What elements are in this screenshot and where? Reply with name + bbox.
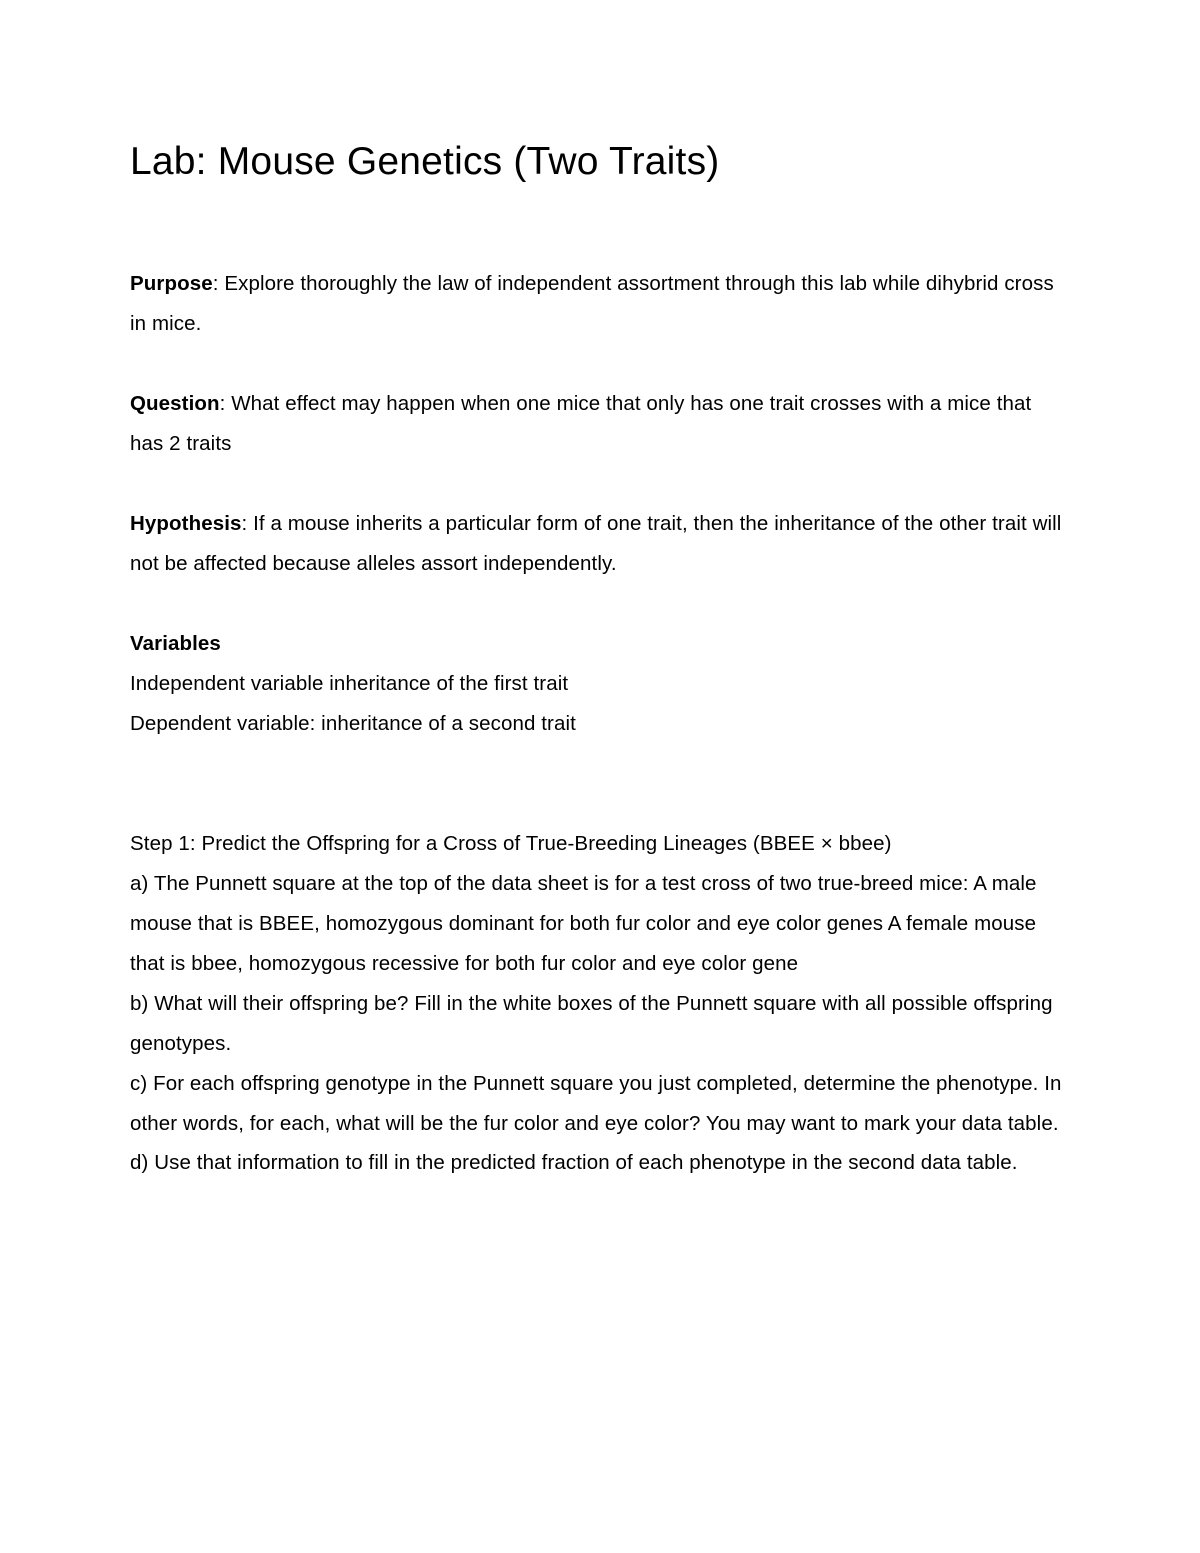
purpose-label: Purpose: [130, 272, 213, 295]
variables-label: Variables: [130, 632, 221, 655]
step1-item-d: d) Use that information to fill in the p…: [130, 1143, 1070, 1183]
question-paragraph: Question: What effect may happen when on…: [130, 384, 1070, 464]
hypothesis-text: : If a mouse inherits a particular form …: [130, 512, 1061, 575]
step1-block: Step 1: Predict the Offspring for a Cros…: [130, 824, 1070, 1184]
hypothesis-paragraph: Hypothesis: If a mouse inherits a partic…: [130, 504, 1070, 584]
purpose-text: : Explore thoroughly the law of independ…: [130, 272, 1054, 335]
question-label: Question: [130, 392, 220, 415]
hypothesis-label: Hypothesis: [130, 512, 242, 535]
variables-block: Variables Independent variable inheritan…: [130, 624, 1070, 744]
step1-heading: Step 1: Predict the Offspring for a Cros…: [130, 824, 1070, 864]
purpose-paragraph: Purpose: Explore thoroughly the law of i…: [130, 264, 1070, 344]
page-title: Lab: Mouse Genetics (Two Traits): [130, 140, 1070, 184]
step1-item-c: c) For each offspring genotype in the Pu…: [130, 1064, 1070, 1144]
document-page: Lab: Mouse Genetics (Two Traits) Purpose…: [0, 0, 1200, 1553]
step1-item-b: b) What will their offspring be? Fill in…: [130, 984, 1070, 1064]
dependent-variable: Dependent variable: inheritance of a sec…: [130, 704, 1070, 744]
independent-variable: Independent variable inheritance of the …: [130, 664, 1070, 704]
question-text: : What effect may happen when one mice t…: [130, 392, 1031, 455]
step1-item-a: a) The Punnett square at the top of the …: [130, 864, 1070, 984]
